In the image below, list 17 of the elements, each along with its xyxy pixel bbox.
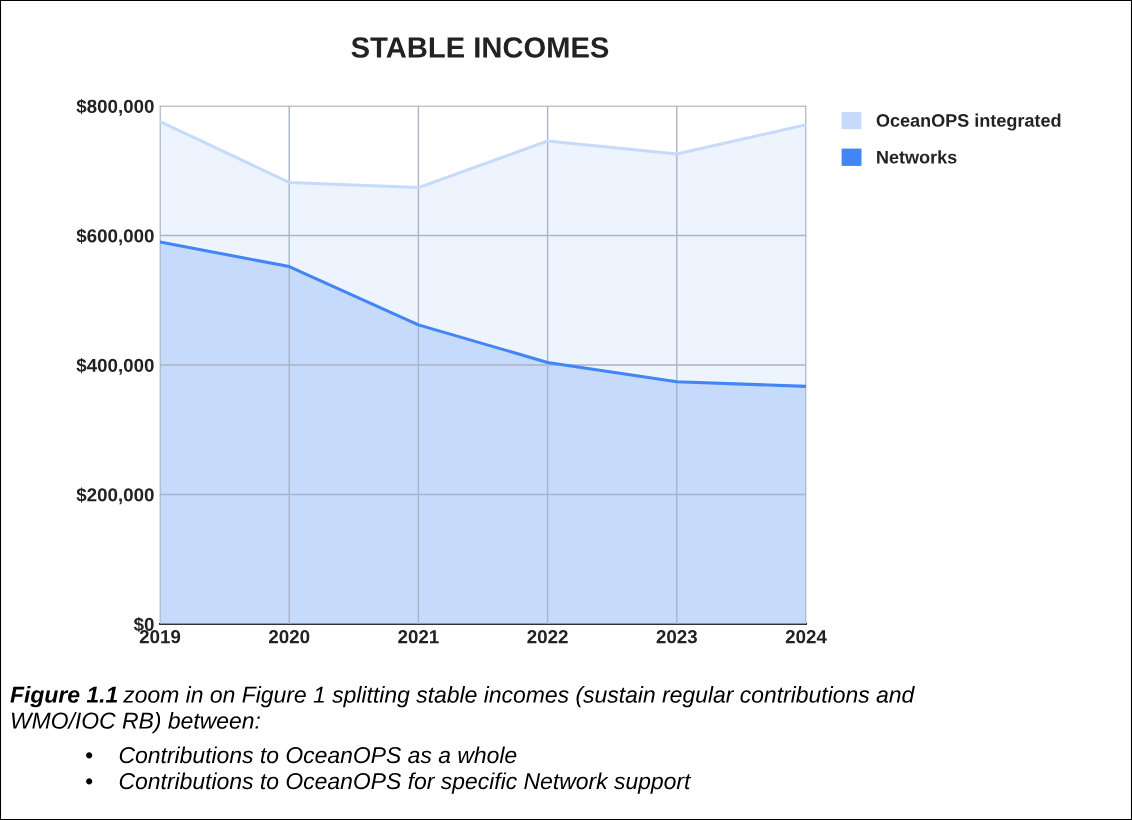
y-tick-label: $200,000	[76, 487, 154, 505]
caption: Figure 1.1	[10, 686, 118, 708]
x-tick-label: 2020	[269, 630, 310, 644]
x-tick-label: 2021	[398, 630, 439, 644]
legend-label: OceanOPS integrated	[876, 113, 1061, 131]
y-tick-label: $800,000	[76, 98, 154, 116]
legend-label: Networks	[877, 150, 957, 164]
x-tick-label: 2022	[527, 630, 568, 644]
text: zoom in on Figure 1 splitting stable incomes (sustain regular contributions and	[123, 686, 915, 708]
text: • Contributions to OceanOPS for specific Network support	[86, 772, 692, 794]
y-tick-label: $400,000	[76, 357, 154, 375]
text: • Contributions to OceanOPS as a whole	[86, 746, 517, 764]
y-tick-label: $600,000	[76, 228, 154, 246]
x-tick-label: 2023	[656, 630, 697, 644]
x-tick-label: 2024	[785, 630, 827, 644]
chart-title: STABLE INCOMES	[351, 37, 609, 58]
text: WMO/IOC RB) between:	[11, 712, 260, 734]
